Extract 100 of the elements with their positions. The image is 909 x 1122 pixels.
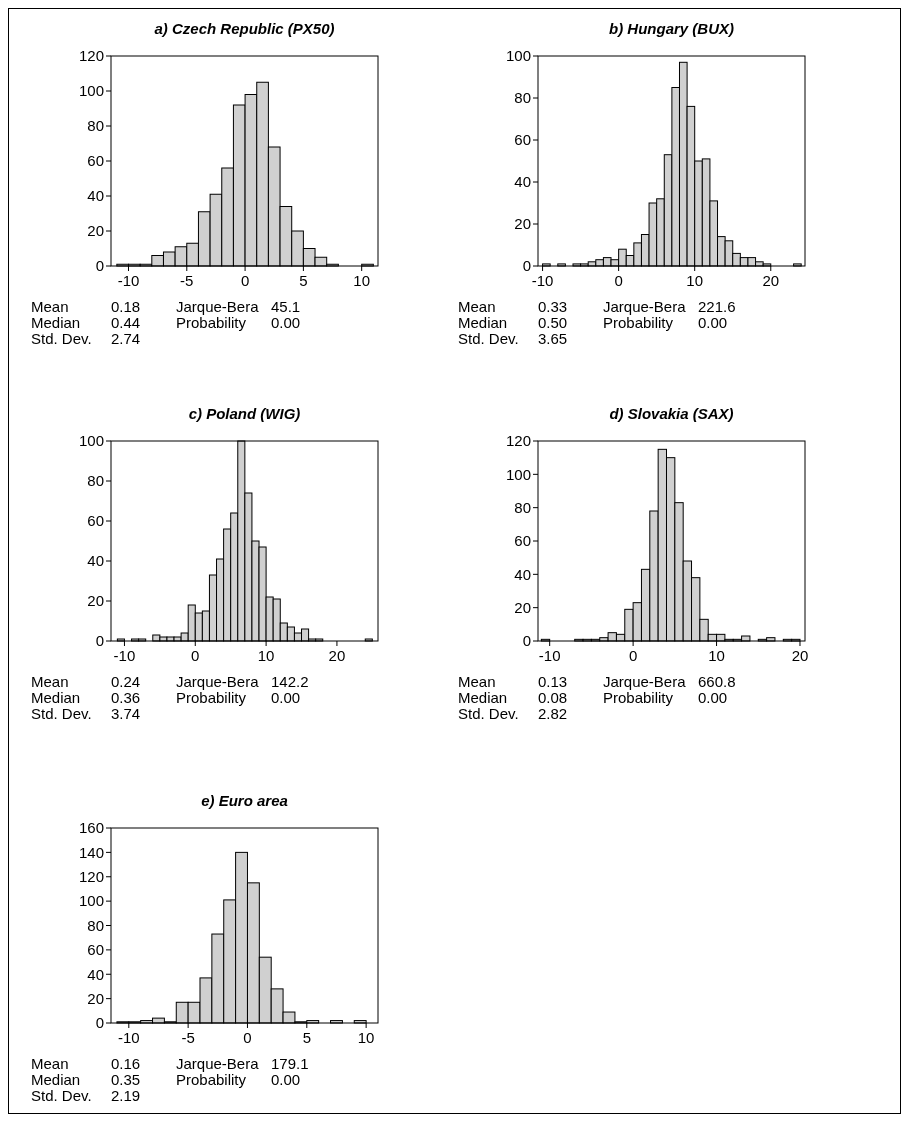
y-tick-label: 120: [505, 432, 531, 450]
x-tick-label: 10: [686, 272, 704, 289]
chart-title: d) Slovakia (SAX): [609, 405, 734, 422]
y-tick-label: 100: [505, 465, 531, 483]
text: Std. Dev.: [458, 330, 519, 347]
x-tick-label: 0: [614, 272, 623, 289]
y-tick-label: 160: [78, 819, 104, 837]
y-tick-label: 80: [87, 117, 104, 135]
y-tick-label: 80: [514, 498, 531, 516]
text: Probability: [603, 689, 674, 706]
text: 0.24: [111, 673, 141, 690]
x-tick-label: -10: [113, 647, 136, 664]
y-tick-label: 80: [514, 89, 531, 107]
text: Median: [458, 314, 508, 331]
y-tick-label: 60: [87, 512, 104, 530]
y-tick-label: 40: [87, 552, 104, 570]
x-tick-label: 20: [328, 647, 346, 664]
chart-title: a) Czech Republic (PX50): [154, 20, 335, 37]
y-tick-label: 40: [514, 173, 531, 191]
x-tick-label: -10: [117, 1029, 140, 1046]
x-tick-label: -5: [180, 272, 194, 289]
y-tick-label: 140: [78, 843, 104, 861]
y-tick-label: 20: [514, 598, 531, 616]
chart-title: c) Poland (WIG): [188, 405, 301, 422]
text: 0.50: [538, 314, 568, 331]
text: Jarque-Bera: [176, 298, 260, 315]
y-tick-label: 40: [87, 187, 104, 205]
text: 0.00: [271, 689, 301, 706]
text: Probability: [176, 314, 247, 331]
text: Jarque-Bera: [176, 1055, 260, 1072]
y-tick-label: 40: [514, 565, 531, 583]
y-tick-label: 0: [95, 632, 104, 650]
x-tick-label: -10: [117, 272, 140, 289]
text: Mean: [31, 298, 69, 315]
text: Jarque-Bera: [603, 298, 687, 315]
text: 0.35: [111, 1071, 141, 1088]
text: Mean: [458, 298, 496, 315]
text: Jarque-Bera: [176, 673, 260, 690]
text: 0.16: [111, 1055, 141, 1072]
y-tick-label: 20: [514, 215, 531, 233]
y-tick-label: 80: [87, 916, 104, 934]
x-tick-label: 10: [257, 647, 275, 664]
text: 179.1: [271, 1055, 309, 1072]
y-tick-label: 60: [87, 152, 104, 170]
y-tick-label: 100: [505, 47, 531, 65]
text: Std. Dev.: [31, 330, 92, 347]
x-tick-label: -10: [538, 647, 561, 664]
text: 660.8: [698, 673, 736, 690]
y-tick-label: 100: [78, 432, 104, 450]
text: 0.08: [538, 689, 568, 706]
text: Probability: [176, 689, 247, 706]
text: 0.13: [538, 673, 568, 690]
text: 45.1: [271, 298, 301, 315]
y-tick-label: 20: [87, 592, 104, 610]
y-tick-label: 40: [87, 965, 104, 983]
x-tick-label: 5: [302, 1029, 311, 1046]
y-tick-label: 20: [87, 989, 104, 1007]
x-tick-label: 0: [191, 647, 200, 664]
x-tick-label: 10: [357, 1029, 375, 1046]
text: 0.00: [271, 314, 301, 331]
y-tick-label: 120: [78, 47, 104, 65]
x-tick-label: 20: [762, 272, 780, 289]
chart-title: e) Euro area: [201, 792, 288, 809]
text: Mean: [458, 673, 496, 690]
text: Median: [458, 689, 508, 706]
text: 0.18: [111, 298, 141, 315]
x-tick-label: 10: [353, 272, 371, 289]
text: Std. Dev.: [31, 1087, 92, 1104]
x-tick-label: 0: [628, 647, 638, 664]
text: Mean: [31, 1055, 69, 1072]
x-tick-label: 5: [299, 272, 308, 289]
text: Median: [31, 314, 81, 331]
text: Jarque-Bera: [603, 673, 687, 690]
x-tick-label: 10: [708, 647, 725, 664]
chart-title: b) Hungary (BUX): [609, 20, 734, 37]
text: 0.33: [538, 298, 568, 315]
text: 0.36: [111, 689, 141, 706]
text: 3.74: [111, 705, 141, 722]
y-tick-label: 0: [95, 257, 104, 275]
text: Std. Dev.: [31, 705, 92, 722]
text: Probability: [603, 314, 674, 331]
text: Mean: [31, 673, 69, 690]
text: 3.65: [538, 330, 568, 347]
x-tick-label: -5: [181, 1029, 195, 1046]
y-tick-label: 100: [78, 82, 104, 100]
text: Probability: [176, 1071, 247, 1088]
text: 221.6: [698, 298, 736, 315]
text: 0.44: [111, 314, 141, 331]
y-tick-label: 20: [87, 222, 104, 240]
text: 142.2: [271, 673, 309, 690]
y-tick-label: 0: [95, 1014, 104, 1032]
y-tick-label: 0: [522, 257, 531, 275]
text: Std. Dev.: [458, 705, 519, 722]
x-tick-label: 20: [791, 647, 809, 664]
text: Median: [31, 1071, 81, 1088]
y-tick-label: 60: [514, 131, 531, 149]
y-tick-label: 80: [87, 472, 104, 490]
y-tick-label: 60: [514, 532, 531, 550]
y-tick-label: 60: [87, 941, 104, 959]
y-tick-label: 0: [522, 632, 531, 650]
